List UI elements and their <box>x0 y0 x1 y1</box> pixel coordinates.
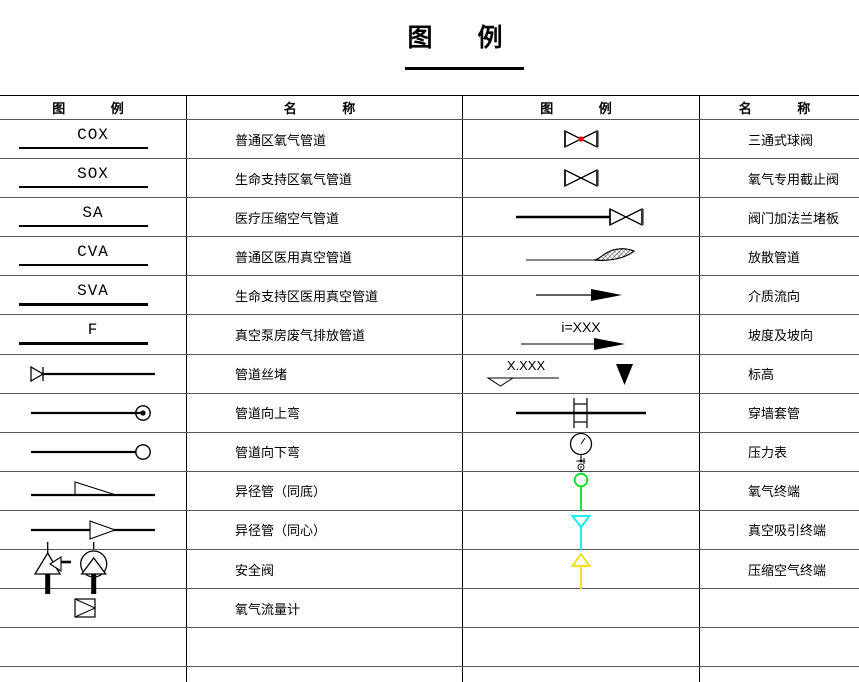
svg-text:X.XXX: X.XXX <box>507 358 546 373</box>
svg-text:i=XXX: i=XXX <box>561 319 601 335</box>
